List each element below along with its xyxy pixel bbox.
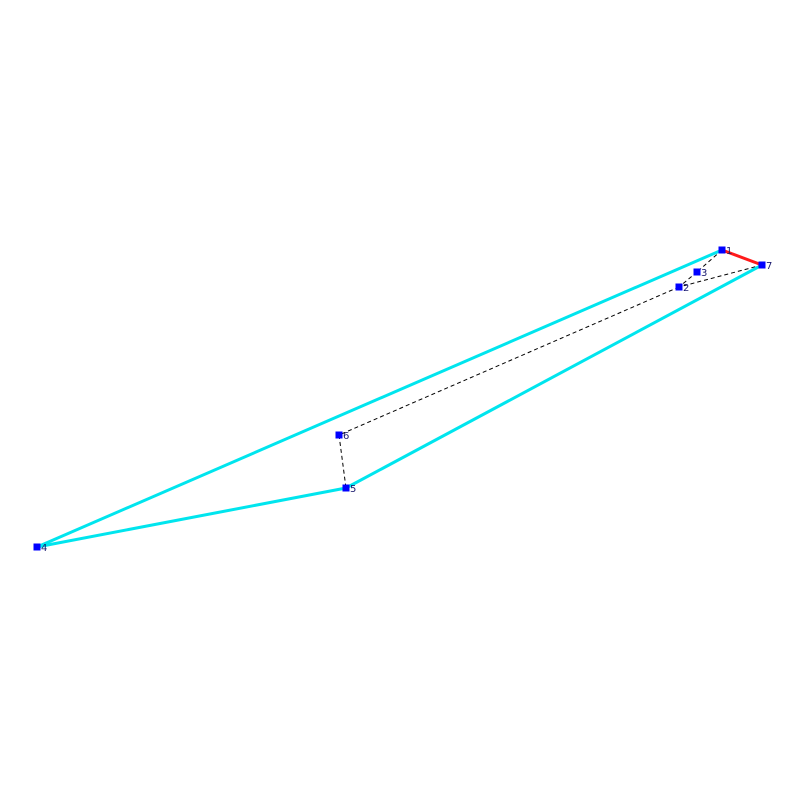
- vertex-7: 7: [758, 261, 772, 272]
- vertex-3: 3: [693, 268, 707, 279]
- vertex-1: 1: [718, 246, 732, 257]
- vertex-marker-2: [675, 283, 683, 291]
- vertex-label-7: 7: [766, 261, 772, 272]
- dashed-edge-1-3: [696, 249, 723, 273]
- vertex-marker-6: [335, 431, 343, 439]
- vertex-marker-7: [758, 261, 766, 269]
- cyan-edge-5-7: [345, 263, 763, 490]
- vertex-label-2: 2: [683, 283, 689, 294]
- vertex-markers: 1 2 3 4 5 6 7: [33, 246, 772, 554]
- vertex-6: 6: [335, 431, 349, 442]
- cyan-edge-4-5: [36, 486, 347, 549]
- vertex-marker-3: [693, 268, 701, 276]
- vertex-label-4: 4: [41, 543, 47, 554]
- vertex-label-5: 5: [350, 484, 356, 495]
- vertex-5: 5: [342, 484, 356, 495]
- vertex-label-1: 1: [726, 246, 732, 257]
- vertex-4: 4: [33, 543, 47, 554]
- vertex-2: 2: [675, 283, 689, 294]
- dashed-edge-2-6: [338, 286, 680, 436]
- red-edge-1-7: [721, 248, 763, 267]
- cyan-edge-1-4: [36, 248, 723, 549]
- solid-edges: [36, 248, 763, 549]
- vertex-marker-5: [342, 484, 350, 492]
- vertex-marker-1: [718, 246, 726, 254]
- vertex-label-3: 3: [701, 268, 707, 279]
- dashed-edge-7-2: [678, 264, 763, 288]
- vertex-marker-4: [33, 543, 41, 551]
- vertex-label-6: 6: [343, 431, 349, 442]
- dashed-edge-6-5: [338, 434, 347, 489]
